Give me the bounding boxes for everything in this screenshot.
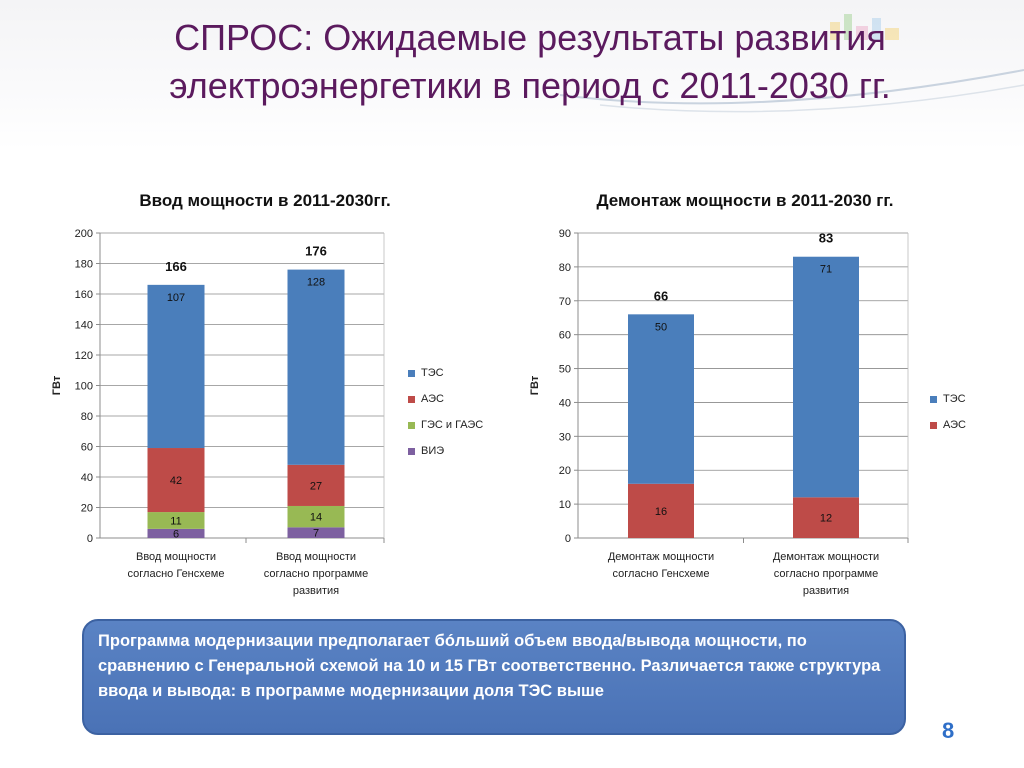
legend-item: АЭС (408, 386, 483, 412)
legend-label: ТЭС (421, 367, 444, 379)
bar-data-label: 12 (820, 513, 832, 525)
legend-item: ГЭС и ГАЭС (408, 412, 483, 438)
chart-2-title: Демонтаж мощности в 2011-2030 гг. (596, 191, 894, 210)
slide-title-line-2: электроэнергетики в период с 2011-2030 г… (169, 65, 891, 106)
header-swoosh-line (599, 84, 1024, 113)
legend-swatch (930, 395, 937, 403)
legend-label: ГЭС и ГАЭС (421, 419, 484, 431)
y-tick-label: 20 (559, 465, 571, 477)
header-band (0, 0, 1024, 150)
bar-data-label: 71 (820, 264, 832, 276)
x-category-label: согласно Генсхеме (613, 568, 710, 580)
bar-segment (147, 448, 205, 513)
bar-segment (147, 512, 205, 529)
bar-total-label: 166 (165, 259, 187, 274)
y-tick-label: 100 (75, 381, 93, 393)
bar-segment (287, 505, 345, 528)
bar-data-label: 7 (313, 528, 319, 540)
x-category-label: Демонтаж мощности (773, 551, 879, 563)
bar-segment (287, 527, 345, 538)
y-tick-label: 70 (559, 296, 571, 308)
legend-swatch (408, 421, 415, 429)
header-swoosh-line (559, 69, 1024, 105)
chart-2-legend: ТЭС АЭС (930, 386, 966, 438)
bar-total-label: 176 (305, 244, 327, 259)
bar-segment (147, 284, 205, 449)
legend-label: АЭС (943, 419, 966, 431)
y-tick-label: 0 (565, 533, 571, 545)
legend-item: ТЭС (930, 386, 966, 412)
bar-total-label: 83 (819, 231, 833, 246)
skyline-decoration (830, 14, 899, 40)
y-tick-label: 90 (559, 228, 571, 240)
y-tick-label: 60 (81, 442, 93, 454)
x-category-label: согласно программе (264, 568, 368, 580)
info-box: Программа модернизации предполагает бóль… (82, 619, 906, 735)
x-category-label: Ввод мощности (276, 551, 356, 563)
x-category-label: согласно программе (774, 568, 878, 580)
y-tick-label: 50 (559, 364, 571, 376)
bar-segment (147, 528, 205, 538)
legend-swatch (408, 395, 415, 403)
slide-title-line-1: СПРОС: Ожидаемые результаты развития (174, 17, 886, 58)
bar-data-label: 11 (170, 515, 181, 527)
info-box-text: Программа модернизации предполагает бóль… (98, 632, 881, 700)
bar-segment (793, 497, 859, 538)
y-tick-label: 0 (87, 533, 93, 545)
y-tick-label: 200 (75, 228, 93, 240)
x-category-label: Ввод мощности (136, 551, 216, 563)
y-tick-label: 10 (559, 499, 571, 511)
y-tick-label: 140 (75, 320, 93, 332)
legend-label: ТЭС (943, 393, 966, 405)
bar-data-label: 6 (173, 528, 179, 540)
bar-segment (793, 256, 859, 498)
bar-data-label: 50 (655, 321, 667, 333)
bar-data-label: 14 (310, 512, 322, 524)
y-tick-label: 30 (559, 431, 571, 443)
x-category-label: Демонтаж мощности (608, 551, 714, 563)
y-tick-label: 80 (559, 262, 571, 274)
legend-label: АЭС (421, 393, 444, 405)
y-tick-label: 40 (559, 397, 571, 409)
y-tick-label: 40 (81, 472, 93, 484)
y-tick-label: 160 (75, 289, 93, 301)
y-tick-label: 120 (75, 350, 93, 362)
bar-data-label: 128 (307, 277, 325, 289)
page-number: 8 (942, 718, 955, 743)
chart-1-legend: ТЭС АЭС ГЭС и ГАЭС ВИЭ (408, 360, 483, 464)
legend-swatch (408, 369, 415, 377)
legend-swatch (930, 421, 937, 429)
x-category-label: развития (803, 585, 849, 597)
legend-swatch (408, 447, 415, 455)
legend-item: ВИЭ (408, 438, 483, 464)
slide-title: СПРОС: Ожидаемые результаты развития эле… (100, 14, 960, 110)
header-decoration (559, 14, 1024, 113)
y-tick-label: 60 (559, 330, 571, 342)
legend-item: ТЭС (408, 360, 483, 386)
bar-segment (287, 464, 345, 506)
bar-segment (287, 269, 345, 465)
chart-1-title: Ввод мощности в 2011-2030гг. (139, 191, 391, 210)
bar-data-label: 107 (167, 292, 185, 304)
bar-total-label: 66 (654, 288, 668, 303)
y-axis-label: ГВт (529, 375, 541, 395)
y-tick-label: 20 (81, 503, 93, 515)
legend-item: АЭС (930, 412, 966, 438)
bar-data-label: 16 (655, 506, 667, 518)
y-tick-label: 180 (75, 259, 93, 271)
x-category-label: развития (293, 585, 339, 597)
bar-data-label: 42 (170, 475, 182, 487)
bar-segment (628, 314, 694, 484)
y-tick-label: 80 (81, 411, 93, 423)
bar-data-label: 27 (310, 480, 322, 492)
bar-segment (628, 483, 694, 538)
y-axis-label: ГВт (51, 375, 63, 395)
x-category-label: согласно Генсхеме (128, 568, 225, 580)
legend-label: ВИЭ (421, 445, 445, 457)
